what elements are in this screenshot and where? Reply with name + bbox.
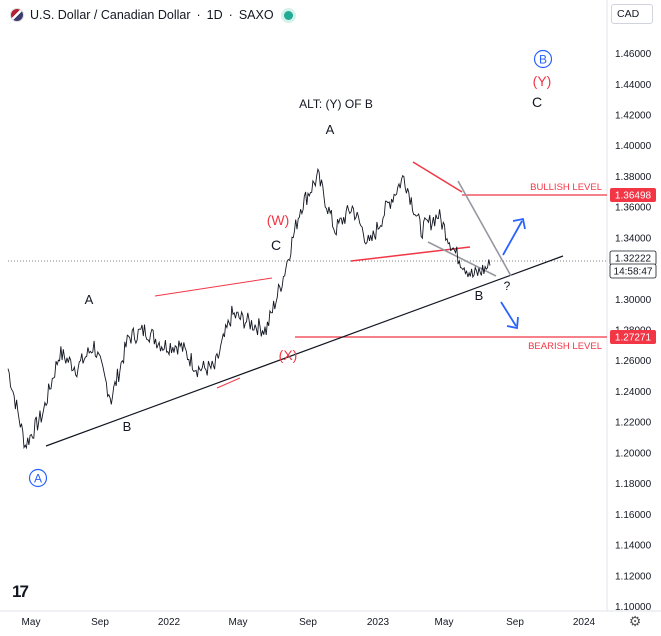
y-tick-label: 1.30000 (615, 295, 652, 306)
wave-label-c-top: C (532, 94, 542, 110)
wave-label-a-small: A (85, 292, 94, 307)
y-tick-label: 1.18000 (615, 479, 652, 490)
svg-text:B: B (539, 53, 547, 67)
y-tick-label: 1.46000 (615, 49, 652, 60)
svg-text:1.27271: 1.27271 (615, 333, 652, 344)
price-tag: 1.32222 (609, 250, 657, 266)
y-tick-label: 1.10000 (615, 602, 652, 613)
wave-label-w: (W) (267, 212, 290, 228)
price-tag: 1.36498 (610, 188, 656, 202)
wave-label-c-mid: C (271, 237, 281, 253)
x-tick-label: 2023 (367, 617, 390, 628)
x-tick-label: Sep (91, 617, 109, 628)
wedge-lower-line[interactable] (427, 241, 497, 277)
wave-label-circled-b: B (533, 49, 553, 69)
y-tick-label: 1.44000 (615, 80, 652, 91)
currency-button[interactable]: CAD (611, 4, 653, 24)
support-trendline[interactable] (45, 255, 564, 447)
wedge-upper-line[interactable] (457, 180, 512, 277)
y-tick-label: 1.16000 (615, 510, 652, 521)
header-separator: · (196, 8, 201, 22)
bullish-arrow (502, 217, 526, 256)
price-tag: 1.27271 (610, 330, 656, 344)
wave-label-b-low: B (123, 419, 132, 434)
wave-label-a-top: A (326, 122, 335, 137)
x-tick-label: May (435, 617, 454, 628)
wave-label-circled-a: A (28, 468, 48, 488)
y-tick-label: 1.14000 (615, 541, 652, 552)
y-tick-label: 1.24000 (615, 387, 652, 398)
bullish-level-label: BULLISH LEVEL (530, 182, 602, 193)
y-tick-label: 1.34000 (615, 233, 652, 244)
y-tick-label: 1.36000 (615, 203, 652, 214)
x-tick-label: May (22, 617, 41, 628)
wave-label-x: (X) (279, 347, 298, 363)
y-tick-label: 1.20000 (615, 448, 652, 459)
market-open-status-icon (283, 10, 293, 20)
tradingview-logo-icon[interactable]: 17 (12, 582, 29, 601)
gear-icon[interactable]: ⚙ (628, 613, 642, 629)
price-axis-tags: 1.36498 1.32222 14:58:47 1.27271 (609, 188, 657, 344)
exchange-label: SAXO (238, 8, 274, 22)
price-tag: 14:58:47 (609, 263, 657, 279)
red-resistance-line-left[interactable] (154, 277, 273, 297)
header-separator: · (228, 8, 233, 22)
alt-wave-label: ALT: (Y) OF B (299, 97, 373, 111)
y-tick-label: 1.26000 (615, 356, 652, 367)
price-series-line[interactable] (7, 167, 491, 450)
usd-cad-flag-icon (10, 8, 24, 22)
red-support-stub[interactable] (216, 377, 241, 389)
time-axis[interactable]: May Sep 2022 May Sep 2023 May Sep 2024 (22, 617, 596, 628)
x-tick-label: Sep (299, 617, 317, 628)
red-resistance-line-right[interactable] (412, 161, 463, 193)
y-tick-label: 1.12000 (615, 571, 652, 582)
wave-label-b-recent: B (475, 288, 484, 303)
bearish-arrow (500, 301, 519, 330)
svg-text:A: A (34, 472, 42, 486)
x-tick-label: May (229, 617, 248, 628)
question-mark-label: ? (504, 279, 511, 293)
symbol-name[interactable]: U.S. Dollar / Canadian Dollar (30, 8, 191, 22)
timeframe-label[interactable]: 1D (206, 8, 223, 22)
currency-button-label: CAD (617, 8, 640, 20)
svg-text:14:58:47: 14:58:47 (614, 267, 653, 278)
wave-label-y: (Y) (533, 73, 552, 89)
x-tick-label: Sep (506, 617, 524, 628)
bearish-level-label: BEARISH LEVEL (528, 341, 602, 352)
y-tick-label: 1.42000 (615, 110, 652, 121)
x-tick-label: 2022 (158, 617, 181, 628)
svg-text:1.32222: 1.32222 (615, 254, 652, 265)
y-tick-label: 1.40000 (615, 141, 652, 152)
y-tick-label: 1.38000 (615, 172, 652, 183)
chart-header: U.S. Dollar / Canadian Dollar · 1D · SAX… (10, 6, 293, 24)
svg-text:1.36498: 1.36498 (615, 191, 652, 202)
y-tick-label: 1.22000 (615, 418, 652, 429)
x-tick-label: 2024 (573, 617, 596, 628)
